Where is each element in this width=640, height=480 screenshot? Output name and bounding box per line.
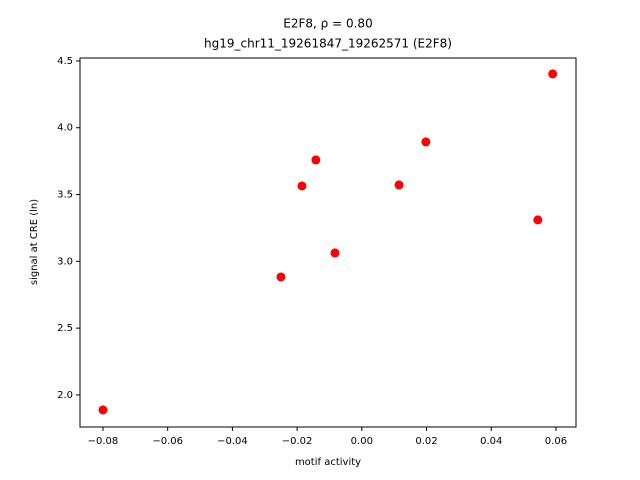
- y-axis-label: signal at CRE (ln): [29, 199, 40, 285]
- point: [548, 69, 558, 79]
- y-tick-label: 3.5: [57, 190, 73, 201]
- point: [394, 180, 404, 190]
- x-tick-label: −0.02: [282, 436, 313, 447]
- point: [297, 181, 307, 191]
- x-axis-label: motif activity: [295, 457, 361, 468]
- plot-frame: [79, 57, 577, 428]
- chart-title: E2F8, ρ = 0.80: [283, 17, 372, 31]
- x-tick-label: 0.00: [351, 436, 373, 447]
- point: [421, 137, 431, 147]
- y-tick-label: 4.0: [57, 123, 73, 134]
- x-tick-label: −0.08: [88, 436, 119, 447]
- chart-subtitle: hg19_chr11_19261847_19262571 (E2F8): [204, 37, 452, 51]
- point: [533, 215, 543, 225]
- point: [311, 155, 321, 165]
- point: [276, 272, 286, 282]
- x-tick-label: −0.04: [217, 436, 248, 447]
- point: [330, 248, 340, 258]
- point: [98, 405, 108, 415]
- y-tick-label: 2.0: [57, 390, 73, 401]
- x-tick-label: −0.06: [152, 436, 183, 447]
- x-tick-label: 0.06: [545, 436, 567, 447]
- y-tick-label: 4.5: [57, 56, 73, 67]
- y-tick-label: 3.0: [57, 256, 73, 267]
- x-tick-label: 0.02: [415, 436, 437, 447]
- y-tick-label: 2.5: [57, 323, 73, 334]
- x-tick-label: 0.04: [480, 436, 502, 447]
